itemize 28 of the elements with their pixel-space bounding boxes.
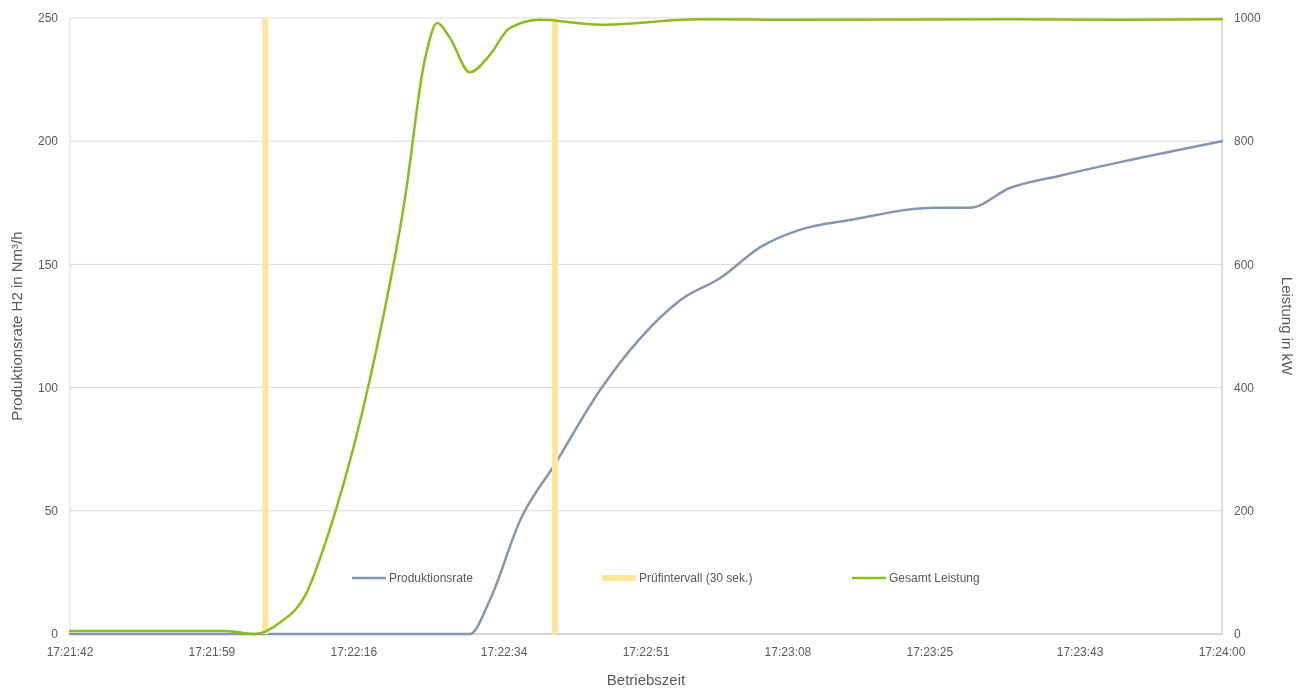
- x-tick-label: 17:24:00: [1198, 645, 1246, 659]
- x-tick-label: 17:23:08: [764, 645, 812, 659]
- x-tick-label: 17:22:16: [330, 645, 378, 659]
- y2-tick-label: 200: [1234, 504, 1255, 518]
- y2-tick-label: 400: [1234, 380, 1255, 395]
- x-tick-label: 17:21:59: [188, 645, 236, 659]
- x-tick-label: 17:22:34: [480, 645, 528, 659]
- y-tick-label: 0: [51, 627, 59, 642]
- x-axis-title: Betriebszeit: [606, 671, 687, 688]
- y-axis-title: Produktionsrate H2 in Nm³/h: [8, 231, 25, 421]
- x-tick-label: 17:21:42: [46, 645, 94, 659]
- y-tick-label: 50: [44, 504, 59, 518]
- y2-tick-label: 800: [1234, 134, 1255, 149]
- line-series: [68, 17, 1224, 636]
- x-tick-label: 17:23:25: [906, 645, 954, 659]
- x-tick-label: 17:23:43: [1056, 645, 1104, 659]
- legend-label: Gesamt Leistung: [889, 571, 980, 586]
- y-tick-label: 200: [37, 134, 59, 149]
- y2-tick-label: 1000: [1234, 11, 1262, 26]
- x-tick-label: 17:22:51: [622, 645, 670, 659]
- y2-tick-label: 600: [1234, 257, 1255, 272]
- y-tick-label: 100: [37, 380, 59, 395]
- legend-label: Produktionsrate: [389, 571, 474, 586]
- y2-tick-label: 0: [1234, 627, 1241, 642]
- y-tick-label: 150: [37, 257, 59, 272]
- y-tick-label: 250: [37, 11, 59, 26]
- legend-label: Prüfintervall (30 sek.): [639, 571, 753, 586]
- y2-axis-title: Leistung in kW: [1279, 276, 1296, 377]
